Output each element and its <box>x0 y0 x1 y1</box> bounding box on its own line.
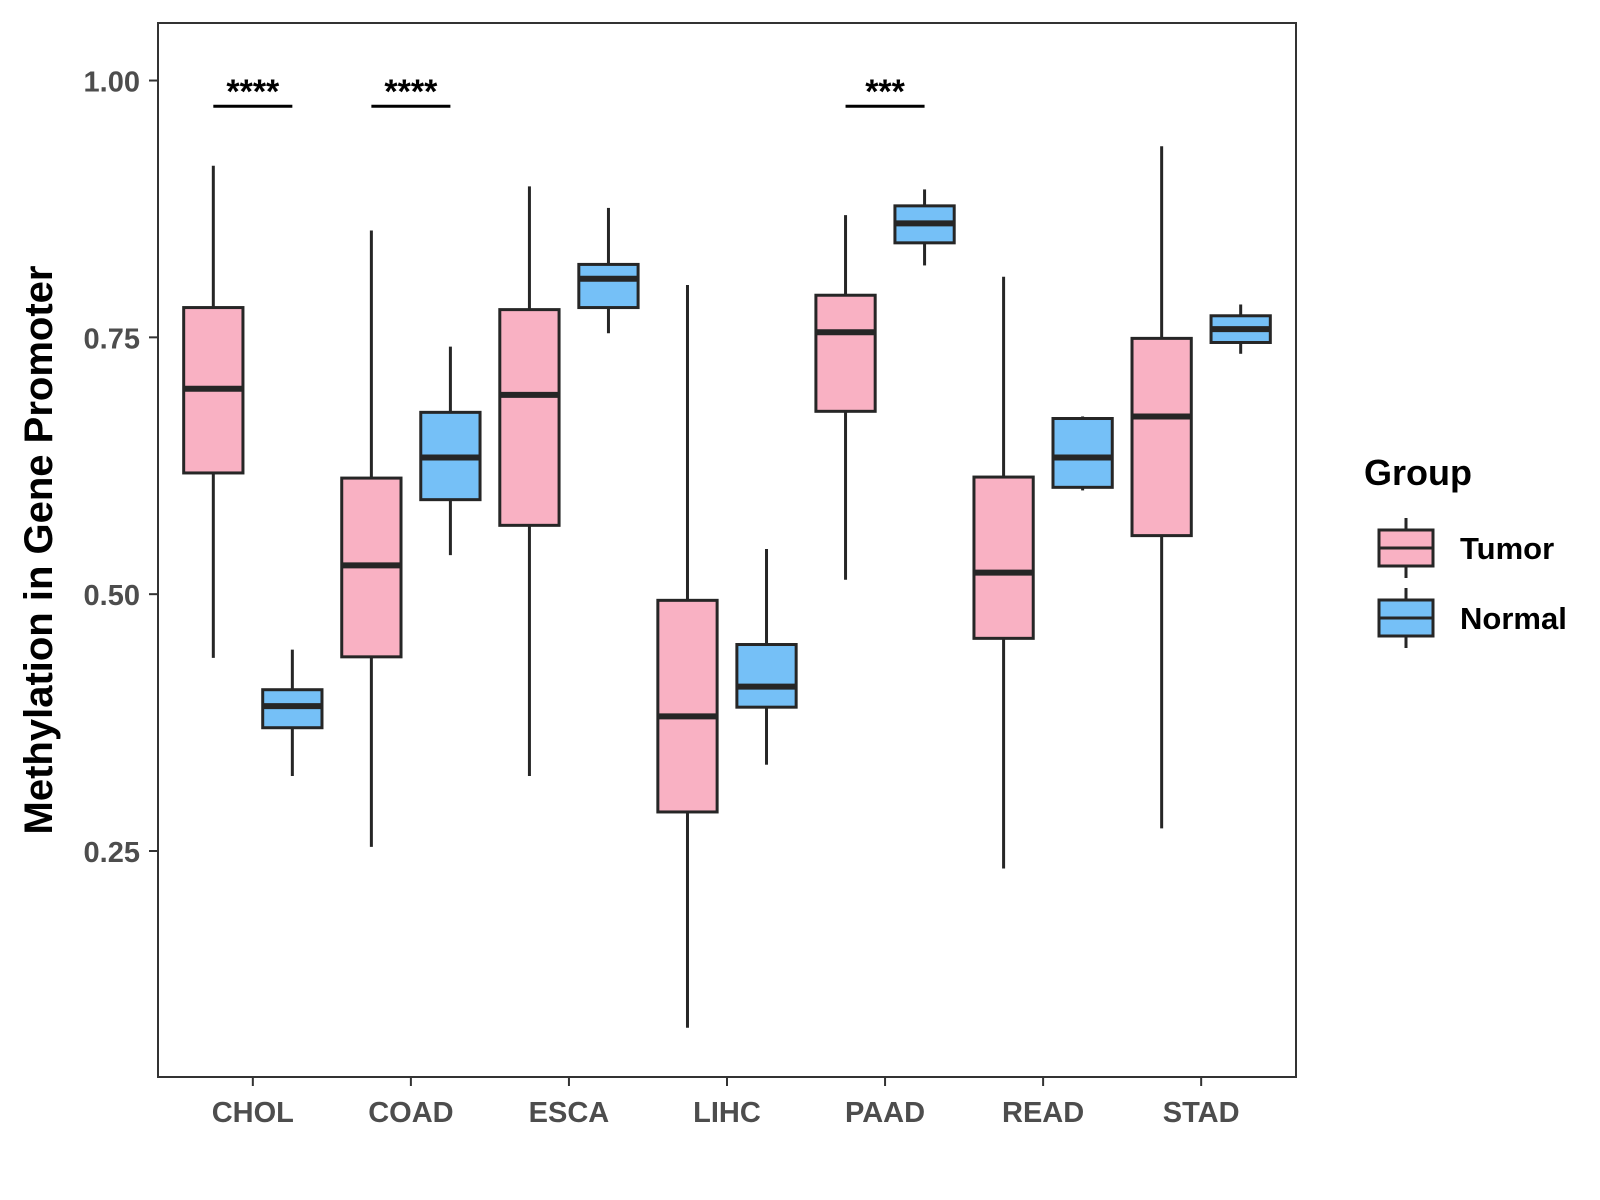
legend-label: Tumor <box>1460 531 1554 566</box>
significance-label: **** <box>226 73 280 111</box>
normal-box-lihc <box>735 548 798 765</box>
x-tick-label: LIHC <box>693 1097 761 1129</box>
significance-label: **** <box>384 73 438 111</box>
box-body <box>1051 417 1114 489</box>
legend-key-normal <box>1377 588 1435 648</box>
x-tick-label: ESCA <box>529 1097 610 1129</box>
x-tick-label: PAAD <box>845 1097 925 1129</box>
tumor-box-esca <box>498 186 561 777</box>
normal-box-esca <box>577 207 640 334</box>
tumor-box-paad <box>814 215 877 580</box>
normal-box-read <box>1051 416 1114 491</box>
x-axis: CHOL COAD ESCA LIHC PAAD READ STAD <box>212 1077 1240 1129</box>
x-tick-label: STAD <box>1163 1097 1240 1129</box>
y-tick-label: 0.75 <box>84 323 140 355</box>
tumor-box-chol <box>182 165 245 658</box>
box-body <box>1130 336 1193 538</box>
tumor-box-read <box>972 276 1035 869</box>
box-body <box>656 598 719 814</box>
y-axis-title: Methylation in Gene Promoter <box>17 266 61 835</box>
legend-key-tumor <box>1377 518 1435 578</box>
y-tick-label: 0.50 <box>84 580 140 612</box>
box-layer <box>182 146 1272 1028</box>
tumor-box-coad <box>340 230 403 847</box>
x-tick-label: READ <box>1002 1097 1084 1129</box>
tumor-box-stad <box>1130 146 1193 829</box>
y-tick-label: 0.25 <box>84 837 140 869</box>
tumor-box-lihc <box>656 284 719 1028</box>
significance-label: *** <box>865 73 905 111</box>
x-tick-label: CHOL <box>212 1097 294 1129</box>
y-axis: 0.25 0.50 0.75 1.00 <box>84 67 158 869</box>
y-tick-label: 1.00 <box>84 67 140 99</box>
box-body <box>972 475 1035 640</box>
normal-box-chol <box>261 649 324 777</box>
box-body <box>735 643 798 709</box>
legend-title: Group <box>1364 452 1472 493</box>
box-body <box>814 293 877 413</box>
box-body <box>577 262 640 310</box>
x-tick-label: COAD <box>368 1097 453 1129</box>
normal-box-coad <box>419 346 482 556</box>
legend-label: Normal <box>1460 601 1567 636</box>
legend: Group Tumor Normal <box>1364 452 1567 648</box>
plot-panel <box>157 22 1297 1078</box>
significance-layer: **** **** *** <box>213 73 925 111</box>
normal-box-stad <box>1209 304 1272 354</box>
normal-box-paad <box>893 189 956 266</box>
box-body <box>498 308 561 527</box>
